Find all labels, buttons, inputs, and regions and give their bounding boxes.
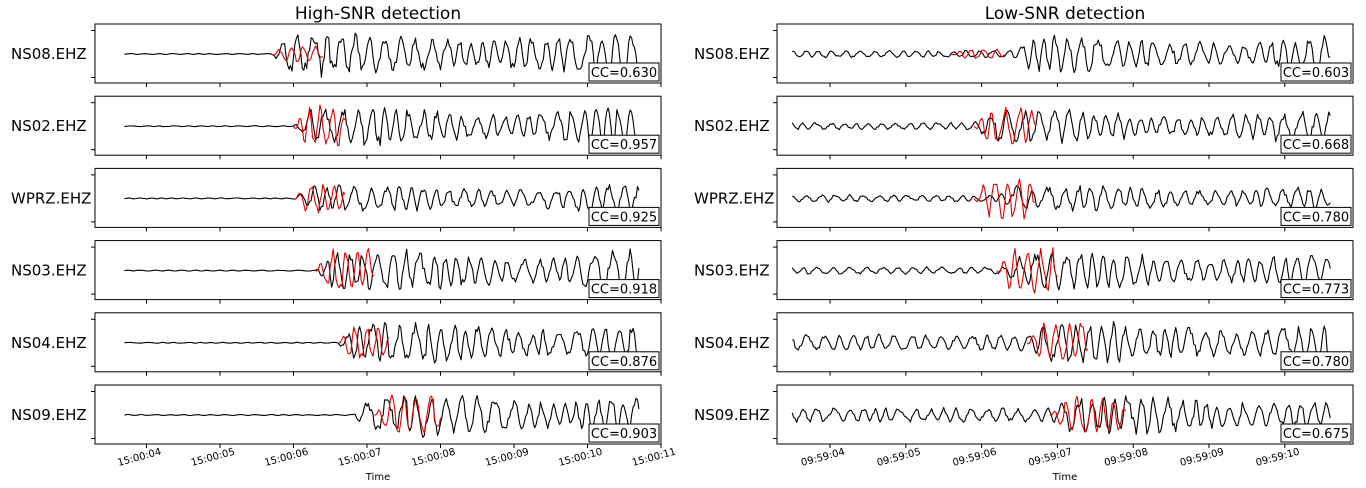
waveform-trace xyxy=(124,321,640,364)
x-tick-label: 15:00:08 xyxy=(410,447,456,469)
x-axis-label: Time xyxy=(365,472,390,483)
template-trace xyxy=(973,106,1036,145)
waveform-trace xyxy=(791,185,1331,212)
template-trace xyxy=(374,394,442,434)
waveform-trace xyxy=(791,395,1331,435)
waveform-trace xyxy=(791,321,1331,364)
cc-value: CC=0.780 xyxy=(1283,210,1349,225)
x-tick-label: 15:00:05 xyxy=(190,447,236,469)
x-tick-label: 15:00:09 xyxy=(484,447,530,469)
waveform-trace xyxy=(124,184,640,213)
x-tick-label: 09:59:08 xyxy=(1103,447,1149,469)
cc-value: CC=0.903 xyxy=(591,427,657,442)
x-tick-label: 15:00:11 xyxy=(631,447,677,469)
cc-box xyxy=(588,279,660,299)
waveform-trace xyxy=(792,34,1331,74)
trace-axes-frame xyxy=(776,23,1354,84)
cc-box xyxy=(1280,351,1352,371)
cc-box xyxy=(1280,279,1352,299)
channel-label: NS08.EHZ xyxy=(11,45,87,63)
template-trace xyxy=(293,183,346,214)
x-tick-label: 09:59:05 xyxy=(876,447,922,469)
channel-label: NS09.EHZ xyxy=(11,406,87,424)
template-trace xyxy=(293,104,346,147)
channel-label: WPRZ.EHZ xyxy=(694,189,774,207)
cc-box xyxy=(1280,423,1352,443)
cc-value: CC=0.668 xyxy=(1283,138,1349,153)
waveform-trace xyxy=(124,32,640,78)
cc-box xyxy=(1280,206,1352,226)
x-tick-label: 15:00:06 xyxy=(263,447,309,469)
x-tick-label: 09:59:10 xyxy=(1255,447,1301,469)
cc-box xyxy=(588,206,660,226)
template-trace xyxy=(1049,395,1127,433)
channel-label: NS08.EHZ xyxy=(694,45,770,63)
cc-box xyxy=(1280,62,1352,82)
x-tick-label: 15:00:04 xyxy=(116,447,162,469)
channel-label: NS02.EHZ xyxy=(11,117,87,135)
cc-value: CC=0.780 xyxy=(1283,355,1349,370)
channel-label: NS03.EHZ xyxy=(11,262,87,280)
waveform-trace xyxy=(791,252,1331,291)
trace-axes-frame xyxy=(776,167,1354,228)
channel-label: WPRZ.EHZ xyxy=(11,189,91,207)
trace-axes-frame xyxy=(776,95,1354,156)
cc-value: CC=0.876 xyxy=(591,355,657,370)
x-tick-label: 15:00:07 xyxy=(337,447,383,469)
waveform-trace xyxy=(124,107,640,147)
template-trace xyxy=(973,178,1036,220)
cc-value: CC=0.925 xyxy=(591,210,657,225)
x-tick-label: 09:59:06 xyxy=(952,447,998,469)
cc-box xyxy=(1280,134,1352,154)
cc-value: CC=0.630 xyxy=(591,66,657,81)
waveform-trace xyxy=(791,108,1331,144)
template-trace xyxy=(315,248,375,289)
x-tick-label: 09:59:09 xyxy=(1179,447,1225,469)
channel-label: NS04.EHZ xyxy=(11,334,87,352)
panel-title: High-SNR detection xyxy=(295,4,461,24)
template-trace xyxy=(1026,322,1089,360)
panel-title: Low-SNR detection xyxy=(985,4,1146,24)
template-trace xyxy=(271,45,324,63)
trace-axes-frame xyxy=(94,167,662,228)
waveform-trace xyxy=(124,248,640,291)
cc-box xyxy=(588,134,660,154)
cc-box xyxy=(588,351,660,371)
x-tick-label: 09:59:04 xyxy=(800,447,846,469)
trace-axes-frame xyxy=(94,384,662,445)
trace-axes-frame xyxy=(94,23,662,84)
cc-box xyxy=(588,423,660,443)
x-tick-label: 09:59:07 xyxy=(1027,447,1073,469)
cc-value: CC=0.675 xyxy=(1283,427,1349,442)
cc-value: CC=0.918 xyxy=(591,283,657,298)
trace-axes-frame xyxy=(776,312,1354,373)
x-tick-label: 15:00:10 xyxy=(557,447,603,469)
channel-label: NS09.EHZ xyxy=(694,406,770,424)
cc-box xyxy=(588,62,660,82)
cc-value: CC=0.957 xyxy=(591,138,657,153)
trace-axes-frame xyxy=(94,312,662,373)
trace-axes-frame xyxy=(776,384,1354,445)
cc-value: CC=0.773 xyxy=(1283,283,1349,298)
channel-label: NS02.EHZ xyxy=(694,117,770,135)
trace-axes-frame xyxy=(94,95,662,156)
cc-value: CC=0.603 xyxy=(1283,66,1349,81)
channel-label: NS03.EHZ xyxy=(694,262,770,280)
trace-axes-frame xyxy=(94,240,662,301)
x-axis-label: Time xyxy=(1052,472,1077,483)
template-trace xyxy=(337,326,390,359)
template-trace xyxy=(996,247,1058,294)
template-trace xyxy=(951,48,1005,59)
trace-axes-frame xyxy=(776,240,1354,301)
channel-label: NS04.EHZ xyxy=(694,334,770,352)
